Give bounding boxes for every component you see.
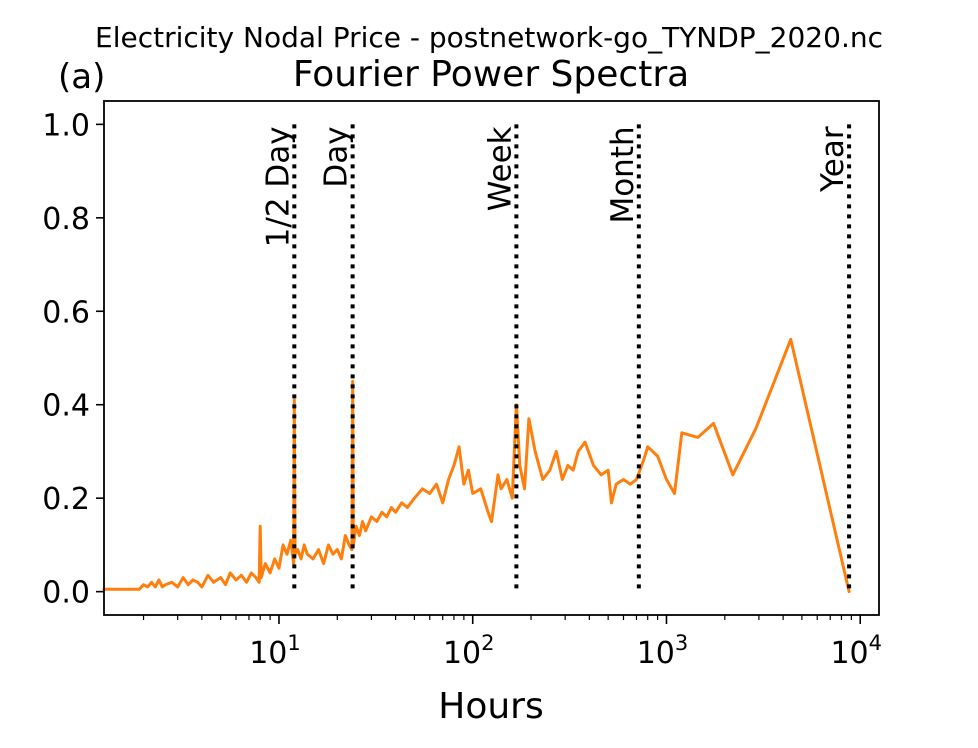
reference-line-label: Week xyxy=(482,126,518,211)
panel-label: (a) xyxy=(58,57,105,97)
x-tick-label: 104 xyxy=(830,631,882,671)
reference-line-label: Month xyxy=(605,126,641,223)
plot-area: 0.0 0.2 0.4 0.6 0.8 1.0 101 102 103 104 1/2 Day Day… xyxy=(42,108,882,671)
spectrum-line xyxy=(102,337,851,594)
y-tick-label: 0.2 xyxy=(42,482,90,517)
reference-line-label: Year xyxy=(815,126,851,193)
y-tick-label: 1.0 xyxy=(42,108,90,143)
y-tick-label: 0.8 xyxy=(42,202,90,237)
chart-title: Fourier Power Spectra xyxy=(293,54,689,95)
y-tick-label: 0.6 xyxy=(42,295,90,330)
y-tick-label: 0.0 xyxy=(42,576,90,611)
reference-line-label: Day xyxy=(319,126,355,187)
figure-suptitle: Electricity Nodal Price - postnetwork-go… xyxy=(95,21,883,54)
x-axis-label: Hours xyxy=(438,686,543,727)
reference-line-label: 1/2 Day xyxy=(260,126,296,247)
x-tick-label: 101 xyxy=(249,631,301,671)
y-tick-label: 0.4 xyxy=(42,389,90,424)
axes-frame xyxy=(103,100,880,616)
x-tick-label: 102 xyxy=(443,631,495,671)
x-tick-label: 103 xyxy=(637,631,689,671)
